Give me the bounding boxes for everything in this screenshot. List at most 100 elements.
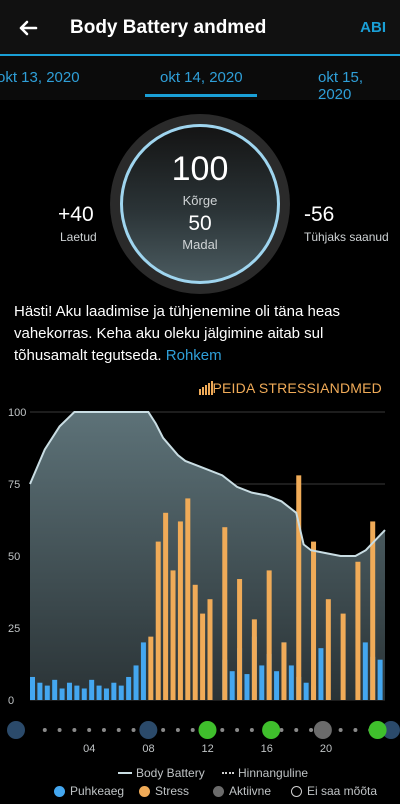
rest-bar (37, 682, 43, 700)
rest-bar (274, 671, 280, 700)
y-tick-label: 50 (8, 551, 20, 563)
timeline-dot (72, 728, 77, 732)
low-label: Madal (182, 237, 218, 252)
stress-bar (237, 579, 243, 700)
date-next[interactable]: okt 15, 2020 (318, 69, 364, 103)
activity-marker-icon (198, 721, 217, 739)
low-value: 50 (188, 212, 212, 235)
legend-unmeasurable: Ei saa mõõta (291, 784, 377, 798)
timeline-dot (235, 728, 240, 732)
legend-label: Puhkeaeg (70, 784, 125, 798)
stress-bar (340, 613, 346, 700)
rest-bar (74, 685, 80, 700)
rest-bar (303, 682, 309, 700)
timeline-dot (190, 728, 195, 732)
rest-bar (362, 642, 368, 700)
timeline-dot (101, 728, 106, 732)
legend-label: Stress (155, 784, 190, 798)
stress-bar (200, 613, 206, 700)
legend-dotted-swatch (222, 772, 234, 774)
drained-value: -56 (304, 203, 335, 226)
rest-bar (229, 671, 235, 700)
date-current[interactable]: okt 14, 2020 (160, 69, 243, 86)
rest-bar (377, 659, 383, 700)
legend-active: Aktiivne (213, 784, 271, 798)
timeline-dot (338, 728, 343, 732)
high-label: Kõrge (182, 193, 218, 208)
legend-rest: Puhkeaeg (54, 784, 124, 798)
date-previous[interactable]: okt 13, 2020 (0, 69, 80, 86)
hide-stress-button[interactable]: PEIDA STRESSIANDMED (212, 380, 382, 396)
high-value: 100 (171, 150, 229, 188)
stress-bar (296, 475, 302, 700)
stress-bar (170, 570, 176, 700)
stress-bar (155, 541, 161, 700)
app-bar: Body Battery andmed ABI (0, 0, 400, 56)
stress-bars-icon[interactable] (199, 381, 213, 395)
legend-line-swatch (118, 772, 132, 774)
body-battery-chart: 100 75 50 25 0 04 08 12 16 20 (7, 407, 400, 755)
activity-marker-icon (313, 721, 332, 739)
rest-bar (44, 685, 50, 700)
legend-rest-dot (54, 785, 65, 797)
timeline-dot (116, 728, 121, 732)
legend-stress: Stress (139, 784, 189, 798)
stress-bar (370, 521, 376, 700)
timeline-dot (42, 728, 47, 732)
timeline-dot (220, 728, 225, 732)
help-button[interactable]: ABI (360, 19, 386, 36)
stress-bar (192, 584, 198, 700)
rest-bar (52, 679, 58, 700)
x-tick-label: 04 (83, 743, 95, 755)
rest-bar (66, 682, 72, 700)
summary-description: Hästi! Aku laadimise ja tühjenemine oli … (14, 301, 394, 367)
legend-active-dot (213, 785, 224, 797)
rest-bar (288, 665, 294, 700)
legend-label: Ei saa mõõta (307, 784, 378, 798)
legend-label: Body Battery (136, 766, 205, 780)
stress-bar (311, 541, 317, 700)
back-arrow-icon[interactable] (14, 14, 42, 42)
timeline-dot (161, 728, 166, 732)
activity-marker-icon (368, 721, 387, 739)
timeline-dot (175, 728, 180, 732)
stress-bar (266, 570, 272, 700)
rest-bar (103, 688, 109, 700)
more-link[interactable]: Rohkem (165, 347, 222, 364)
stress-bar (163, 512, 169, 700)
x-tick-label: 12 (202, 743, 214, 755)
activity-marker-icon (139, 721, 158, 739)
rest-bar (111, 682, 117, 700)
stress-bar (251, 619, 257, 700)
rest-bar (244, 674, 250, 700)
rest-bar (318, 648, 324, 700)
page-title: Body Battery andmed (70, 17, 267, 38)
rest-bar (118, 685, 124, 700)
x-tick-label: 20 (320, 743, 332, 755)
stress-bar (222, 527, 228, 700)
charged-value: +40 (58, 203, 94, 226)
stress-bar (177, 521, 183, 700)
sleep-icon (7, 721, 25, 739)
drained-label: Tühjaks saanud (304, 230, 389, 244)
timeline-dot (57, 728, 62, 732)
legend-stress-dot (139, 785, 150, 797)
charged-label: Laetud (60, 230, 97, 244)
rest-bar (59, 688, 65, 700)
rest-bar (96, 685, 102, 700)
rest-bar (126, 676, 132, 700)
rest-bar (30, 676, 35, 700)
date-selector: okt 13, 2020 okt 14, 2020 okt 15, 2020 (0, 56, 400, 103)
stress-bar (148, 636, 154, 700)
y-tick-label: 25 (8, 623, 20, 635)
y-tick-label: 75 (8, 479, 20, 491)
stress-bar (185, 498, 191, 700)
legend-estimated: Hinnanguline (222, 766, 308, 780)
stress-bar (281, 642, 287, 700)
summary-ring (120, 124, 280, 284)
y-tick-label: 100 (8, 407, 26, 419)
rest-bar (133, 665, 139, 700)
legend-unmeasurable-ring (291, 785, 302, 797)
x-tick-label: 16 (261, 743, 273, 755)
timeline-dot (294, 728, 299, 732)
